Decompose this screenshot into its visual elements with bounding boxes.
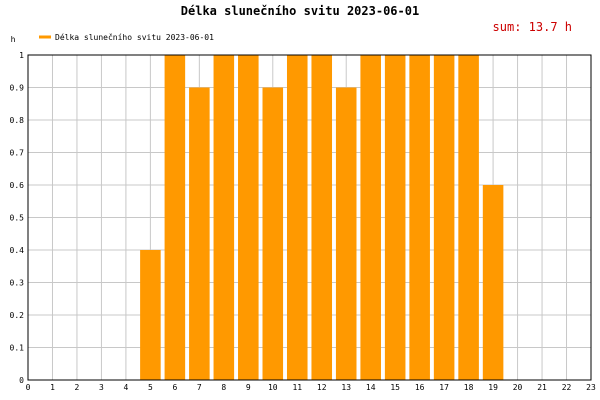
bar-hour-17 (433, 55, 455, 380)
x-tick-label: 10 (268, 383, 278, 392)
plot-frame (27, 54, 592, 381)
bar-hour-16 (409, 55, 430, 380)
x-tick-label: 12 (317, 383, 327, 392)
y-tick-label: 0.4 (10, 246, 25, 255)
x-tick-label: 16 (415, 383, 425, 392)
bar-hour-10 (262, 87, 284, 380)
bar-hour-5 (140, 250, 161, 380)
y-tick-label: 0.8 (10, 116, 25, 125)
y-tick-labels: 0 0.1 0.2 0.3 0.4 0.5 0.6 0.7 0.8 0.9 1 (10, 51, 25, 385)
x-tick-label: 0 (26, 383, 31, 392)
y-tick-label: 0.9 (10, 84, 25, 93)
x-tick-label: 20 (513, 383, 523, 392)
x-tick-label: 14 (366, 383, 376, 392)
y-tick-label: 0.7 (10, 149, 25, 158)
x-tick-label: 1 (50, 383, 55, 392)
sum-label: sum: 13.7 h (493, 20, 572, 34)
x-tick-labels: 0 1 2 3 4 5 6 7 8 9 10 11 12 13 14 15 16 17 18 19 20 21 22 23 (26, 383, 596, 392)
x-tick-label: 3 (99, 383, 104, 392)
bar-hour-9 (238, 55, 259, 380)
bar-hour-7 (189, 87, 210, 380)
y-tick-label: 0 (19, 376, 24, 385)
legend-label: Délka slunečního svitu 2023-06-01 (55, 32, 214, 42)
x-tick-label: 11 (292, 383, 302, 392)
bars (140, 55, 504, 380)
x-tick-label: 6 (172, 383, 177, 392)
x-tick-label: 17 (439, 383, 449, 392)
y-tick-label: 0.1 (10, 344, 25, 353)
x-tick-label: 13 (341, 383, 351, 392)
bar-hour-8 (213, 55, 235, 380)
x-tick-label: 15 (390, 383, 400, 392)
chart-title: Délka slunečního svitu 2023-06-01 (181, 4, 419, 18)
bar-hour-14 (360, 55, 381, 380)
bar-hour-15 (384, 55, 406, 380)
y-tick-label: 1 (19, 51, 24, 60)
bar-hour-6 (164, 55, 186, 380)
y-tick-label: 0.3 (10, 279, 25, 288)
x-tick-label: 22 (562, 383, 572, 392)
x-tick-label: 2 (75, 383, 80, 392)
x-tick-label: 7 (197, 383, 202, 392)
x-tick-label: 5 (148, 383, 153, 392)
x-tick-label: 21 (537, 383, 547, 392)
bar-hour-12 (311, 55, 333, 380)
bar-hour-13 (335, 87, 357, 380)
x-tick-label: 18 (464, 383, 474, 392)
y-tick-label: 0.5 (10, 214, 25, 223)
x-tick-label: 23 (586, 383, 596, 392)
x-tick-label: 19 (488, 383, 498, 392)
bar-hour-11 (286, 55, 308, 380)
y-axis-label: h (11, 35, 16, 44)
y-tick-label: 0.6 (10, 181, 25, 190)
bar-hour-19 (482, 185, 504, 380)
x-tick-label: 4 (123, 383, 128, 392)
y-tick-label: 0.2 (10, 311, 25, 320)
x-tick-label: 8 (221, 383, 226, 392)
bar-hour-18 (458, 55, 479, 380)
x-tick-label: 9 (246, 383, 251, 392)
